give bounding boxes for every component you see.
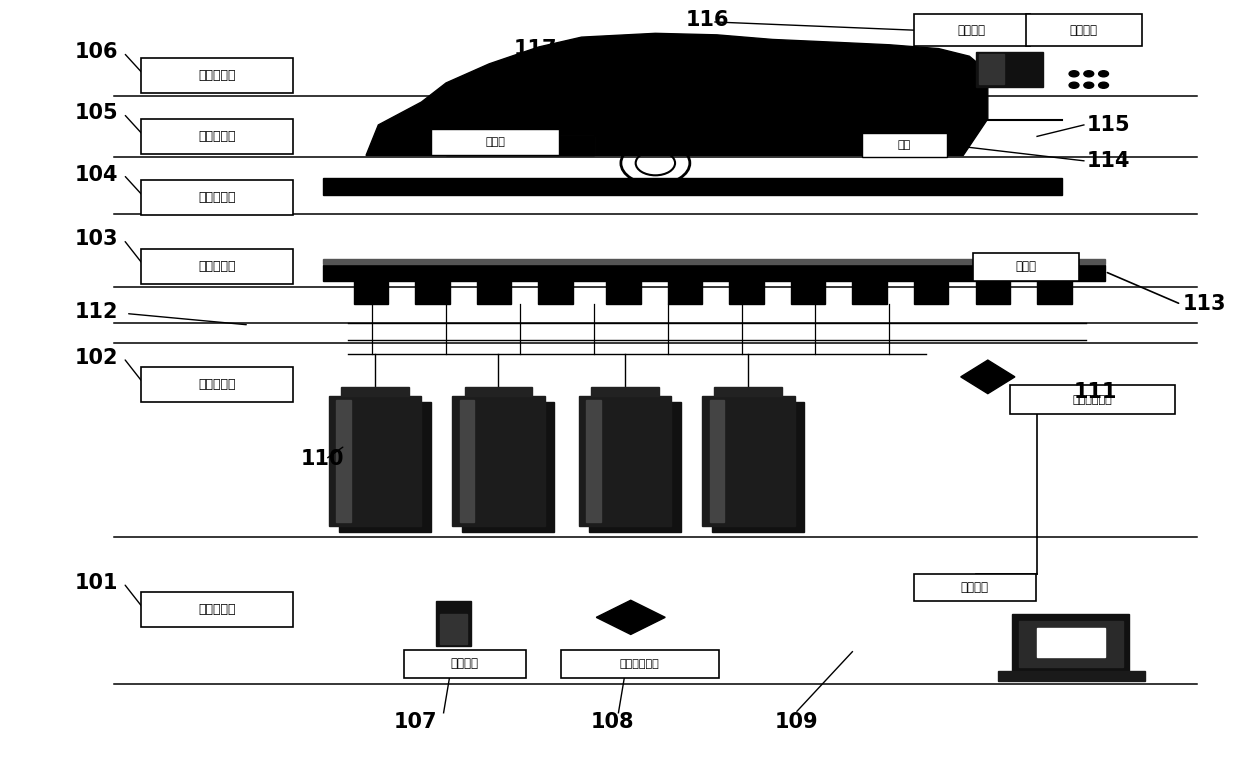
Bar [591,387,660,396]
Bar [976,281,1011,305]
FancyBboxPatch shape [140,248,294,284]
Bar [436,601,471,647]
Text: 103: 103 [74,229,118,249]
Bar [460,400,475,522]
Bar [322,265,1105,281]
FancyBboxPatch shape [404,650,526,677]
Text: 111: 111 [1074,382,1117,402]
Text: 117: 117 [513,38,557,58]
FancyBboxPatch shape [1011,384,1176,414]
Bar [587,400,601,522]
Text: 101: 101 [74,573,118,593]
Text: 105: 105 [74,104,118,124]
Bar [852,281,887,305]
Circle shape [1069,82,1079,88]
Bar [709,400,724,522]
FancyBboxPatch shape [560,650,719,677]
Text: 阻性负载: 阻性负载 [1070,24,1097,37]
Circle shape [1084,82,1094,88]
Bar [714,387,782,396]
Bar [336,400,351,522]
Bar [791,281,826,305]
Text: 108: 108 [590,712,634,732]
Bar [453,396,544,526]
Bar [465,387,532,396]
Text: 功率发射层: 功率发射层 [198,260,236,273]
Text: 接收稳定层: 接收稳定层 [198,130,236,143]
FancyBboxPatch shape [140,119,294,154]
FancyBboxPatch shape [140,367,294,402]
Bar [667,281,702,305]
Text: 109: 109 [775,712,818,732]
Bar [329,396,422,526]
Bar [322,178,1061,195]
Bar [477,281,511,305]
Bar [579,396,671,526]
Text: 116: 116 [686,9,729,29]
Circle shape [1069,71,1079,77]
Text: 107: 107 [393,712,436,732]
Circle shape [1099,71,1109,77]
Bar [1018,621,1123,667]
FancyBboxPatch shape [973,253,1079,281]
FancyBboxPatch shape [862,132,947,157]
Text: 106: 106 [74,42,118,62]
Bar [415,281,450,305]
Text: 113: 113 [1183,295,1226,315]
Text: 电源切换主控: 电源切换主控 [1073,394,1112,404]
Text: 电源切换层: 电源切换层 [198,378,236,391]
Bar [538,281,573,305]
Bar [976,52,1043,87]
Text: 智能电表: 智能电表 [450,657,479,671]
Text: 104: 104 [74,165,118,185]
Bar [322,259,1105,264]
Bar [980,54,1004,85]
Bar [1012,614,1130,671]
Text: 系统控制层: 系统控制层 [198,603,236,616]
Circle shape [1099,82,1109,88]
Text: 112: 112 [74,302,118,322]
Text: 超级电容: 超级电容 [957,24,986,37]
Polygon shape [961,360,1014,394]
FancyBboxPatch shape [914,15,1029,46]
FancyBboxPatch shape [432,128,559,155]
FancyBboxPatch shape [140,592,294,628]
Bar [446,136,594,155]
Text: 支撑结构层: 支撑结构层 [198,191,236,204]
Text: 110: 110 [301,449,345,469]
Polygon shape [596,601,665,634]
Text: 支撑架: 支撑架 [485,137,505,147]
Text: 102: 102 [74,348,118,368]
Bar [446,136,594,155]
FancyBboxPatch shape [1025,15,1142,46]
Bar [606,281,641,305]
Bar [1037,628,1105,657]
Bar [341,387,409,396]
Text: 无线数据主控: 无线数据主控 [620,659,660,669]
Bar [914,281,949,305]
FancyBboxPatch shape [140,180,294,215]
Text: 线圈: 线圈 [898,140,910,150]
Bar [589,402,681,532]
Circle shape [1084,71,1094,77]
Bar [353,281,388,305]
Bar [729,281,764,305]
Bar [1037,281,1071,305]
Bar [712,402,805,532]
Text: 114: 114 [1086,151,1130,171]
FancyBboxPatch shape [914,574,1035,601]
FancyBboxPatch shape [140,58,294,93]
Text: 总控平台: 总控平台 [960,581,988,594]
Bar [463,402,554,532]
Bar [339,402,432,532]
Bar [702,396,795,526]
Text: 负载检控层: 负载检控层 [198,68,236,82]
Polygon shape [366,33,988,155]
Bar [440,614,467,644]
Text: 115: 115 [1086,115,1130,135]
Bar [998,671,1146,681]
Text: 传感器: 传感器 [1016,261,1037,274]
